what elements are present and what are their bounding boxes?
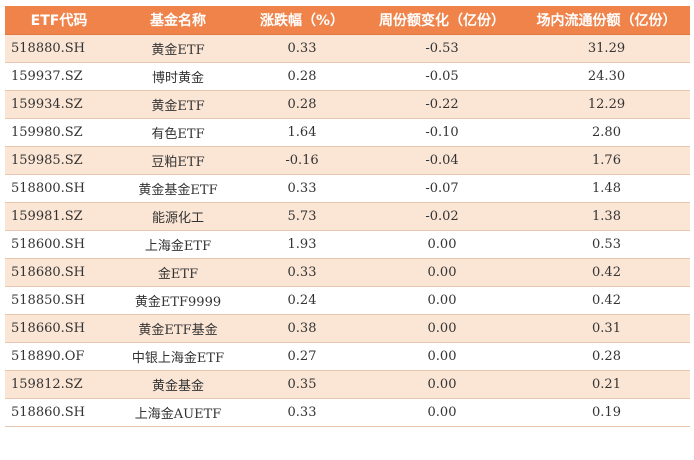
- header-etf-code: ETF代码: [5, 6, 113, 35]
- cell-change-pct: 0.27: [243, 342, 361, 371]
- cell-fund-name: 博时黄金: [113, 62, 243, 91]
- table-row: 159812.SZ 黄金基金 0.35 0.00 0.21: [5, 370, 690, 399]
- header-fund-name: 基金名称: [113, 6, 243, 35]
- cell-change-pct: 0.33: [243, 174, 361, 203]
- cell-floating-shares: 0.28: [523, 342, 690, 371]
- cell-fund-name: 上海金ETF: [113, 230, 243, 259]
- cell-weekly-share-change: 0.00: [361, 230, 523, 259]
- cell-weekly-share-change: -0.53: [361, 34, 523, 63]
- table-row: 518880.SH 黄金ETF 0.33 -0.53 31.29: [5, 34, 690, 63]
- cell-fund-name: 黄金ETF9999: [113, 286, 243, 315]
- cell-change-pct: 0.24: [243, 286, 361, 315]
- cell-etf-code: 159985.SZ: [5, 146, 113, 175]
- cell-fund-name: 金ETF: [113, 258, 243, 287]
- cell-weekly-share-change: 0.00: [361, 314, 523, 343]
- cell-fund-name: 豆粕ETF: [113, 146, 243, 175]
- cell-floating-shares: 0.42: [523, 286, 690, 315]
- header-change-pct: 涨跌幅（%）: [243, 6, 361, 35]
- cell-fund-name: 黄金ETF基金: [113, 314, 243, 343]
- cell-fund-name: 上海金AUETF: [113, 398, 243, 427]
- cell-floating-shares: 0.21: [523, 370, 690, 399]
- cell-weekly-share-change: 0.00: [361, 286, 523, 315]
- cell-fund-name: 黄金ETF: [113, 90, 243, 119]
- cell-weekly-share-change: 0.00: [361, 398, 523, 427]
- cell-floating-shares: 1.48: [523, 174, 690, 203]
- cell-fund-name: 黄金基金ETF: [113, 174, 243, 203]
- table-row: 159937.SZ 博时黄金 0.28 -0.05 24.30: [5, 62, 690, 91]
- header-weekly-share-change: 周份额变化（亿份）: [361, 6, 523, 35]
- cell-weekly-share-change: -0.07: [361, 174, 523, 203]
- cell-weekly-share-change: -0.02: [361, 202, 523, 231]
- cell-fund-name: 黄金基金: [113, 370, 243, 399]
- etf-table: ETF代码 基金名称 涨跌幅（%） 周份额变化（亿份） 场内流通份额（亿份） 5…: [5, 6, 690, 427]
- table-row: 518890.OF 中银上海金ETF 0.27 0.00 0.28: [5, 342, 690, 371]
- cell-fund-name: 能源化工: [113, 202, 243, 231]
- cell-change-pct: 5.73: [243, 202, 361, 231]
- cell-etf-code: 518850.SH: [5, 286, 113, 315]
- cell-fund-name: 中银上海金ETF: [113, 342, 243, 371]
- cell-change-pct: -0.16: [243, 146, 361, 175]
- table-row: 159980.SZ 有色ETF 1.64 -0.10 2.80: [5, 118, 690, 147]
- cell-etf-code: 518890.OF: [5, 342, 113, 371]
- cell-floating-shares: 0.19: [523, 398, 690, 427]
- cell-etf-code: 518860.SH: [5, 398, 113, 427]
- cell-floating-shares: 0.53: [523, 230, 690, 259]
- cell-etf-code: 159937.SZ: [5, 62, 113, 91]
- table-row: 159934.SZ 黄金ETF 0.28 -0.22 12.29: [5, 90, 690, 119]
- table-row: 159985.SZ 豆粕ETF -0.16 -0.04 1.76: [5, 146, 690, 175]
- cell-etf-code: 159981.SZ: [5, 202, 113, 231]
- cell-floating-shares: 12.29: [523, 90, 690, 119]
- etf-table-container: ETF代码 基金名称 涨跌幅（%） 周份额变化（亿份） 场内流通份额（亿份） 5…: [5, 6, 690, 427]
- cell-change-pct: 0.33: [243, 34, 361, 63]
- cell-change-pct: 0.28: [243, 90, 361, 119]
- table-header-row: ETF代码 基金名称 涨跌幅（%） 周份额变化（亿份） 场内流通份额（亿份）: [5, 6, 690, 35]
- cell-etf-code: 518800.SH: [5, 174, 113, 203]
- table-row: 518660.SH 黄金ETF基金 0.38 0.00 0.31: [5, 314, 690, 343]
- cell-floating-shares: 0.42: [523, 258, 690, 287]
- table-row: 518800.SH 黄金基金ETF 0.33 -0.07 1.48: [5, 174, 690, 203]
- cell-change-pct: 0.35: [243, 370, 361, 399]
- cell-etf-code: 518660.SH: [5, 314, 113, 343]
- table-row: 518680.SH 金ETF 0.33 0.00 0.42: [5, 258, 690, 287]
- cell-change-pct: 0.33: [243, 258, 361, 287]
- table-row: 159981.SZ 能源化工 5.73 -0.02 1.38: [5, 202, 690, 231]
- header-floating-shares: 场内流通份额（亿份）: [523, 6, 690, 35]
- cell-etf-code: 159812.SZ: [5, 370, 113, 399]
- table-row: 518860.SH 上海金AUETF 0.33 0.00 0.19: [5, 398, 690, 427]
- cell-etf-code: 518680.SH: [5, 258, 113, 287]
- cell-change-pct: 1.93: [243, 230, 361, 259]
- cell-weekly-share-change: 0.00: [361, 342, 523, 371]
- cell-etf-code: 159980.SZ: [5, 118, 113, 147]
- cell-floating-shares: 1.76: [523, 146, 690, 175]
- cell-change-pct: 0.33: [243, 398, 361, 427]
- cell-change-pct: 1.64: [243, 118, 361, 147]
- cell-weekly-share-change: -0.10: [361, 118, 523, 147]
- cell-fund-name: 有色ETF: [113, 118, 243, 147]
- cell-change-pct: 0.38: [243, 314, 361, 343]
- table-row: 518850.SH 黄金ETF9999 0.24 0.00 0.42: [5, 286, 690, 315]
- cell-etf-code: 159934.SZ: [5, 90, 113, 119]
- cell-weekly-share-change: 0.00: [361, 258, 523, 287]
- cell-weekly-share-change: -0.04: [361, 146, 523, 175]
- cell-weekly-share-change: -0.22: [361, 90, 523, 119]
- cell-weekly-share-change: 0.00: [361, 370, 523, 399]
- cell-floating-shares: 1.38: [523, 202, 690, 231]
- cell-floating-shares: 2.80: [523, 118, 690, 147]
- cell-etf-code: 518880.SH: [5, 34, 113, 63]
- cell-weekly-share-change: -0.05: [361, 62, 523, 91]
- cell-fund-name: 黄金ETF: [113, 34, 243, 63]
- table-row: 518600.SH 上海金ETF 1.93 0.00 0.53: [5, 230, 690, 259]
- cell-change-pct: 0.28: [243, 62, 361, 91]
- cell-floating-shares: 24.30: [523, 62, 690, 91]
- cell-floating-shares: 31.29: [523, 34, 690, 63]
- cell-etf-code: 518600.SH: [5, 230, 113, 259]
- cell-floating-shares: 0.31: [523, 314, 690, 343]
